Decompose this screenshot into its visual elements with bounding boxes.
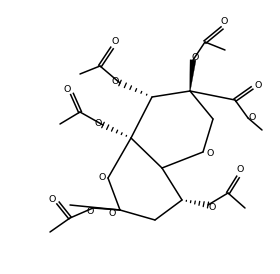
Text: O: O <box>236 165 244 175</box>
Text: O: O <box>220 16 228 25</box>
Text: O: O <box>191 53 199 62</box>
Text: O: O <box>108 210 116 218</box>
Text: O: O <box>111 78 119 87</box>
Text: O: O <box>254 81 262 90</box>
Text: O: O <box>248 113 256 122</box>
Text: O: O <box>63 84 71 93</box>
Polygon shape <box>190 60 196 91</box>
Text: O: O <box>48 196 56 204</box>
Text: O: O <box>111 36 119 45</box>
Text: O: O <box>94 119 102 129</box>
Text: O: O <box>98 173 106 182</box>
Text: O: O <box>208 202 216 212</box>
Text: O: O <box>206 149 214 158</box>
Text: O: O <box>86 207 94 215</box>
